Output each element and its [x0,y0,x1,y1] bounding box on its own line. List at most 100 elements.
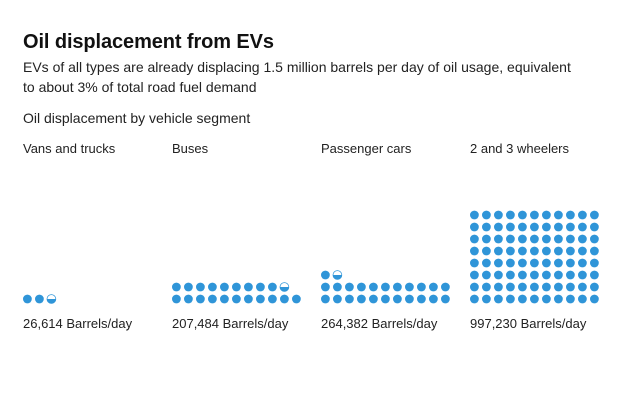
dot-passenger-cars [321,294,330,304]
dot-2-and-3-wheelers [530,234,539,244]
dot-2-and-3-wheelers [578,210,587,220]
dot-2-and-3-wheelers [542,246,551,256]
dot-2-and-3-wheelers [518,234,527,244]
dot-buses [208,294,217,304]
dot-2-and-3-wheelers [482,210,491,220]
dot-passenger-cars [381,282,390,292]
dot-2-and-3-wheelers [506,234,515,244]
dot-2-and-3-wheelers [578,222,587,232]
dot-2-and-3-wheelers [566,270,575,280]
dot-2-and-3-wheelers [566,246,575,256]
dot-2-and-3-wheelers [470,294,479,304]
dot-passenger-cars [321,270,330,280]
dot-2-and-3-wheelers [518,210,527,220]
dot-2-and-3-wheelers [530,282,539,292]
dot-passenger-cars [321,282,330,292]
dot-2-and-3-wheelers [470,282,479,292]
dot-2-and-3-wheelers [578,234,587,244]
value-label-2-and-3-wheelers: 997,230 Barrels/day [470,316,587,331]
dot-2-and-3-wheelers [470,270,479,280]
dot-2-and-3-wheelers [578,258,587,268]
dot-passenger-cars [393,282,402,292]
dot-2-and-3-wheelers [554,294,563,304]
dot-passenger-cars [417,294,426,304]
dot-buses [184,282,193,292]
dot-buses [172,294,181,304]
dot-buses [184,294,193,304]
dot-passenger-cars [345,294,354,304]
dot-passenger-cars [429,294,438,304]
dot-2-and-3-wheelers [506,246,515,256]
dot-2-and-3-wheelers [554,210,563,220]
dot-2-and-3-wheelers [590,210,599,220]
dot-passenger-cars [405,294,414,304]
dot-2-and-3-wheelers [590,270,599,280]
dot-2-and-3-wheelers [542,210,551,220]
dot-2-and-3-wheelers [518,258,527,268]
dot-buses [256,282,265,292]
dot-passenger-cars [417,282,426,292]
dot-2-and-3-wheelers [542,222,551,232]
dot-buses [220,294,229,304]
dot-2-and-3-wheelers [470,258,479,268]
dot-2-and-3-wheelers [470,234,479,244]
dot-2-and-3-wheelers [518,270,527,280]
dot-2-and-3-wheelers [578,246,587,256]
dot-2-and-3-wheelers [554,246,563,256]
dot-2-and-3-wheelers [542,270,551,280]
dot-2-and-3-wheelers [530,258,539,268]
dot-passenger-cars [357,294,366,304]
chart-title: Oil displacement from EVs [23,31,274,53]
dot-passenger-cars [381,294,390,304]
dot-2-and-3-wheelers [530,222,539,232]
dot-2-and-3-wheelers [506,258,515,268]
dot-2-and-3-wheelers [506,282,515,292]
dot-2-and-3-wheelers [494,258,503,268]
dot-2-and-3-wheelers [470,210,479,220]
dot-2-and-3-wheelers [566,258,575,268]
dot-vans-and-trucks [23,294,32,304]
value-label-buses: 207,484 Barrels/day [172,316,289,331]
dot-2-and-3-wheelers [554,234,563,244]
dot-2-and-3-wheelers [494,282,503,292]
dot-2-and-3-wheelers [506,222,515,232]
dot-2-and-3-wheelers [566,222,575,232]
dot-passenger-cars [369,294,378,304]
dot-2-and-3-wheelers [542,294,551,304]
dot-2-and-3-wheelers [506,270,515,280]
dot-2-and-3-wheelers [566,294,575,304]
dot-vans-and-trucks [35,294,44,304]
dot-2-and-3-wheelers [530,246,539,256]
dot-2-and-3-wheelers [554,282,563,292]
dot-2-and-3-wheelers [542,258,551,268]
dot-2-and-3-wheelers [578,294,587,304]
segment-label-passenger-cars: Passenger cars [321,141,412,156]
dot-2-and-3-wheelers [590,258,599,268]
dot-buses [208,282,217,292]
section-label: Oil displacement by vehicle segment [23,110,251,126]
dot-passenger-cars [333,294,342,304]
segment-label-vans-and-trucks: Vans and trucks [23,141,116,156]
chart-subtitle: EVs of all types are already displacing … [23,59,571,95]
dot-2-and-3-wheelers [578,270,587,280]
dot-2-and-3-wheelers [554,258,563,268]
dot-buses [268,294,277,304]
dot-buses [220,282,229,292]
dot-2-and-3-wheelers [494,294,503,304]
dot-2-and-3-wheelers [470,222,479,232]
dot-2-and-3-wheelers [578,282,587,292]
dot-passenger-cars [405,282,414,292]
dot-2-and-3-wheelers [506,210,515,220]
dot-2-and-3-wheelers [494,210,503,220]
dot-passenger-cars [369,282,378,292]
dot-2-and-3-wheelers [482,270,491,280]
dot-2-and-3-wheelers [554,222,563,232]
dot-buses [232,282,241,292]
dot-2-and-3-wheelers [494,270,503,280]
dot-2-and-3-wheelers [590,294,599,304]
dot-2-and-3-wheelers [566,210,575,220]
dot-2-and-3-wheelers [554,270,563,280]
value-label-passenger-cars: 264,382 Barrels/day [321,316,438,331]
dot-2-and-3-wheelers [590,246,599,256]
dot-2-and-3-wheelers [518,294,527,304]
